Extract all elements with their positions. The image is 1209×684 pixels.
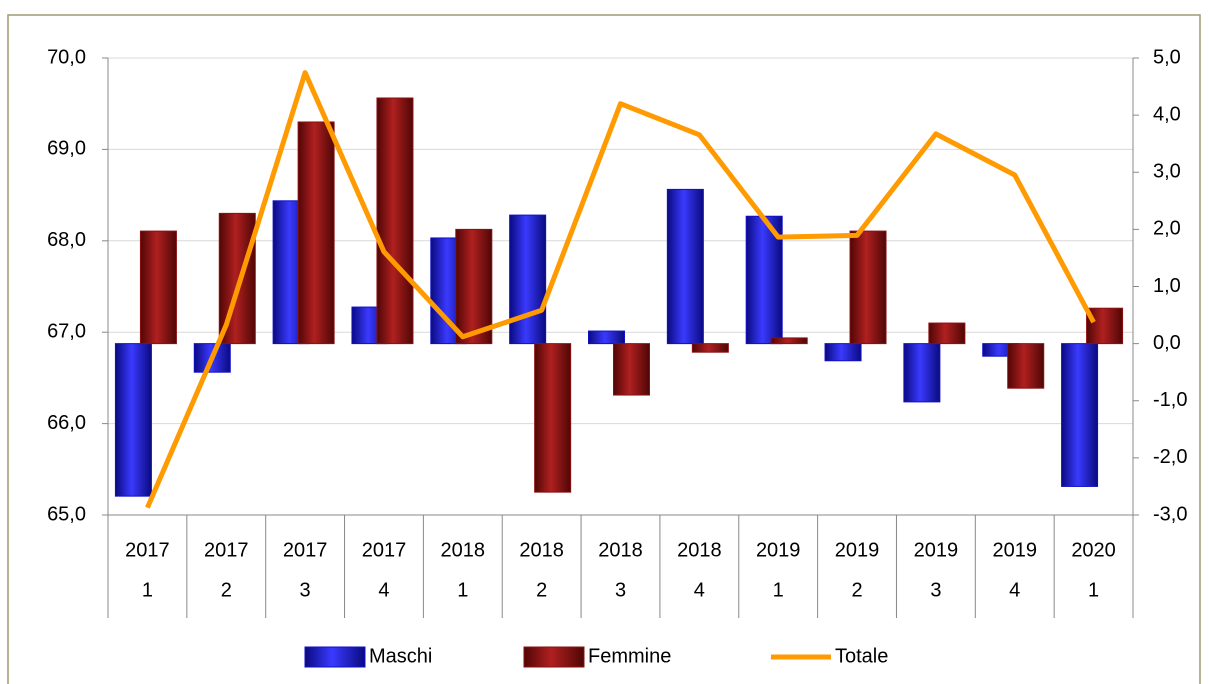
- y2-tick-label: 1,0: [1153, 275, 1181, 297]
- y2-tick-label: -3,0: [1153, 503, 1187, 525]
- x-tick-label: 2019: [835, 539, 880, 561]
- y2-tick-label: -1,0: [1153, 389, 1187, 411]
- x-tick-label: 2017: [283, 539, 328, 561]
- bar: [691, 343, 729, 353]
- legend-swatch: [523, 646, 585, 668]
- bar: [139, 230, 177, 345]
- x-tick-label: 3: [615, 579, 626, 601]
- legend-label: Totale: [835, 645, 888, 667]
- x-tick-label: 2: [851, 579, 862, 601]
- x-tick-label: 2017: [362, 539, 407, 561]
- y2-tick-label: -2,0: [1153, 446, 1187, 468]
- x-tick-label: 1: [773, 579, 784, 601]
- y2-tick-label: 3,0: [1153, 161, 1181, 183]
- bar: [770, 337, 808, 345]
- y2-tick-label: 5,0: [1153, 46, 1181, 68]
- x-tick-label: 2017: [125, 539, 170, 561]
- bar: [588, 330, 625, 345]
- y2-tick-label: 0,0: [1153, 332, 1181, 354]
- legend-swatch: [304, 646, 366, 668]
- bar: [849, 230, 887, 345]
- bar: [1061, 343, 1099, 487]
- x-tick-label: 1: [1088, 579, 1099, 601]
- y2-tick-label: 4,0: [1153, 103, 1181, 125]
- x-tick-label: 4: [1009, 579, 1020, 601]
- x-tick-label: 1: [142, 579, 153, 601]
- bar: [534, 343, 572, 493]
- y-tick-label: 70,0: [47, 46, 86, 68]
- bar: [1007, 343, 1045, 389]
- x-tick-label: 1: [457, 579, 468, 601]
- x-tick-label: 3: [930, 579, 941, 601]
- x-tick-label: 2018: [519, 539, 564, 561]
- x-tick-label: 4: [694, 579, 705, 601]
- x-tick-label: 2019: [914, 539, 959, 561]
- bar: [509, 214, 547, 345]
- bar: [1086, 307, 1124, 345]
- line: [145, 70, 1096, 509]
- x-tick-label: 2018: [441, 539, 486, 561]
- y-tick-label: 66,0: [47, 412, 86, 434]
- x-tick-label: 2: [536, 579, 547, 601]
- y-tick-label: 65,0: [47, 503, 86, 525]
- frame: [7, 14, 1201, 684]
- legend-label: Maschi: [369, 645, 432, 667]
- legend-label: Femmine: [588, 645, 671, 667]
- x-tick-label: 2018: [677, 539, 722, 561]
- x-tick-label: 2: [221, 579, 232, 601]
- x-tick-label: 2018: [598, 539, 643, 561]
- x-tick-label: 2019: [992, 539, 1037, 561]
- x-tick-label: 3: [300, 579, 311, 601]
- x-tick-label: 2020: [1071, 539, 1116, 561]
- y-tick-label: 68,0: [47, 229, 86, 251]
- x-tick-label: 4: [378, 579, 389, 601]
- bar: [666, 188, 704, 345]
- x-tick-label: 2019: [756, 539, 801, 561]
- y-tick-label: 69,0: [47, 138, 86, 160]
- bar: [297, 121, 335, 345]
- bar: [928, 322, 966, 345]
- bar: [455, 228, 493, 345]
- y2-tick-label: 2,0: [1153, 218, 1181, 240]
- x-tick-label: 2017: [204, 539, 249, 561]
- bar: [613, 343, 650, 396]
- y-tick-label: 67,0: [47, 320, 86, 342]
- bar: [376, 97, 414, 345]
- bar: [824, 343, 862, 362]
- bar: [114, 343, 152, 497]
- bar: [903, 343, 941, 403]
